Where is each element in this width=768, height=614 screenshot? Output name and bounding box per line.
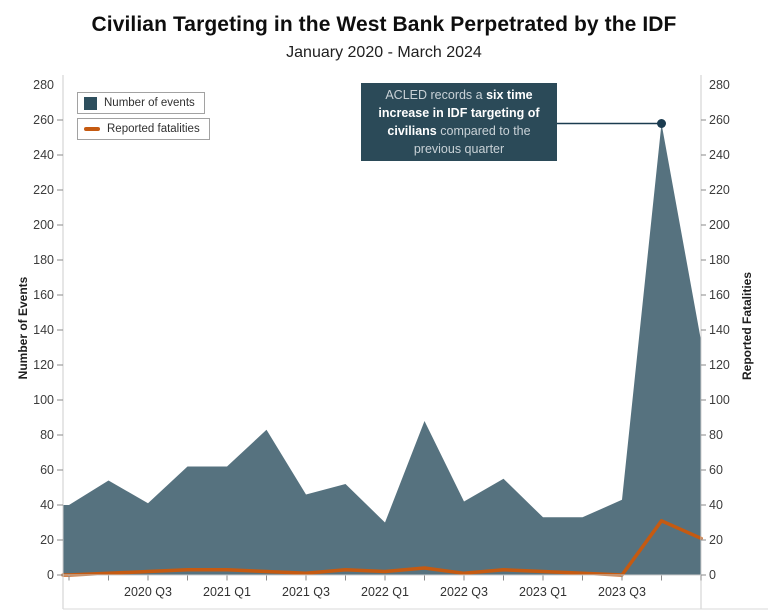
legend-label-events: Number of events [104,97,195,109]
y-tick-label-right: 140 [709,323,730,337]
y-tick-label-right: 0 [709,568,716,582]
y-tick-label-left: 40 [40,498,54,512]
y-tick-label-right: 120 [709,358,730,372]
y-tick-label-right: 280 [709,78,730,92]
y-tick-label-left: 240 [33,148,54,162]
peak-marker-dot [657,119,666,128]
y-tick-label-left: 100 [33,393,54,407]
x-tick-label: 2023 Q3 [598,585,646,599]
events-area-series [63,123,701,575]
annotation-text: ACLED records a six time increase in IDF… [371,86,547,159]
fatalities-line-series [61,519,703,577]
line-swatch-icon [84,127,100,131]
legend-item-fatalities: Reported fatalities [77,118,210,140]
y-tick-label-left: 220 [33,183,54,197]
y-axis-title-left: Number of Events [16,276,30,380]
y-tick-label-left: 160 [33,288,54,302]
y-tick-label-left: 140 [33,323,54,337]
y-tick-label-right: 80 [709,428,723,442]
legend: Number of events Reported fatalities [77,92,210,140]
legend-label-fatalities: Reported fatalities [107,123,200,135]
annotation-text-post: compared to the previous quarter [413,124,531,157]
x-tick-label: 2023 Q1 [519,585,567,599]
y-tick-label-left: 200 [33,218,54,232]
y-tick-label-right: 40 [709,498,723,512]
annotation-box: ACLED records a six time increase in IDF… [361,83,557,161]
y-tick-label-right: 60 [709,463,723,477]
y-tick-label-right: 260 [709,113,730,127]
y-tick-label-left: 60 [40,463,54,477]
y-tick-label-left: 120 [33,358,54,372]
y-tick-label-right: 240 [709,148,730,162]
area-swatch-icon [84,96,97,110]
y-tick-label-right: 180 [709,253,730,267]
y-tick-label-left: 180 [33,253,54,267]
y-tick-label-left: 80 [40,428,54,442]
y-tick-label-right: 200 [709,218,730,232]
y-axis-title-right: Reported Fatalities [740,271,754,381]
y-tick-label-left: 260 [33,113,54,127]
x-tick-label: 2022 Q1 [361,585,409,599]
y-tick-label-left: 0 [47,568,54,582]
x-tick-label: 2021 Q1 [203,585,251,599]
y-tick-label-left: 280 [33,78,54,92]
annotation-text-bold: six time increase in IDF targeting of ci… [378,87,540,138]
x-tick-label: 2020 Q3 [124,585,172,599]
y-tick-label-right: 100 [709,393,730,407]
page-subtitle: January 2020 - March 2024 [286,44,482,61]
page-title: Civilian Targeting in the West Bank Perp… [91,13,677,36]
annotation-text-pre: ACLED records a [385,87,487,102]
y-tick-label-right: 160 [709,288,730,302]
y-tick-label-left: 20 [40,533,54,547]
y-tick-label-right: 220 [709,183,730,197]
y-tick-label-right: 20 [709,533,723,547]
x-tick-label: 2021 Q3 [282,585,330,599]
x-tick-label: 2022 Q3 [440,585,488,599]
legend-item-events: Number of events [77,92,205,114]
